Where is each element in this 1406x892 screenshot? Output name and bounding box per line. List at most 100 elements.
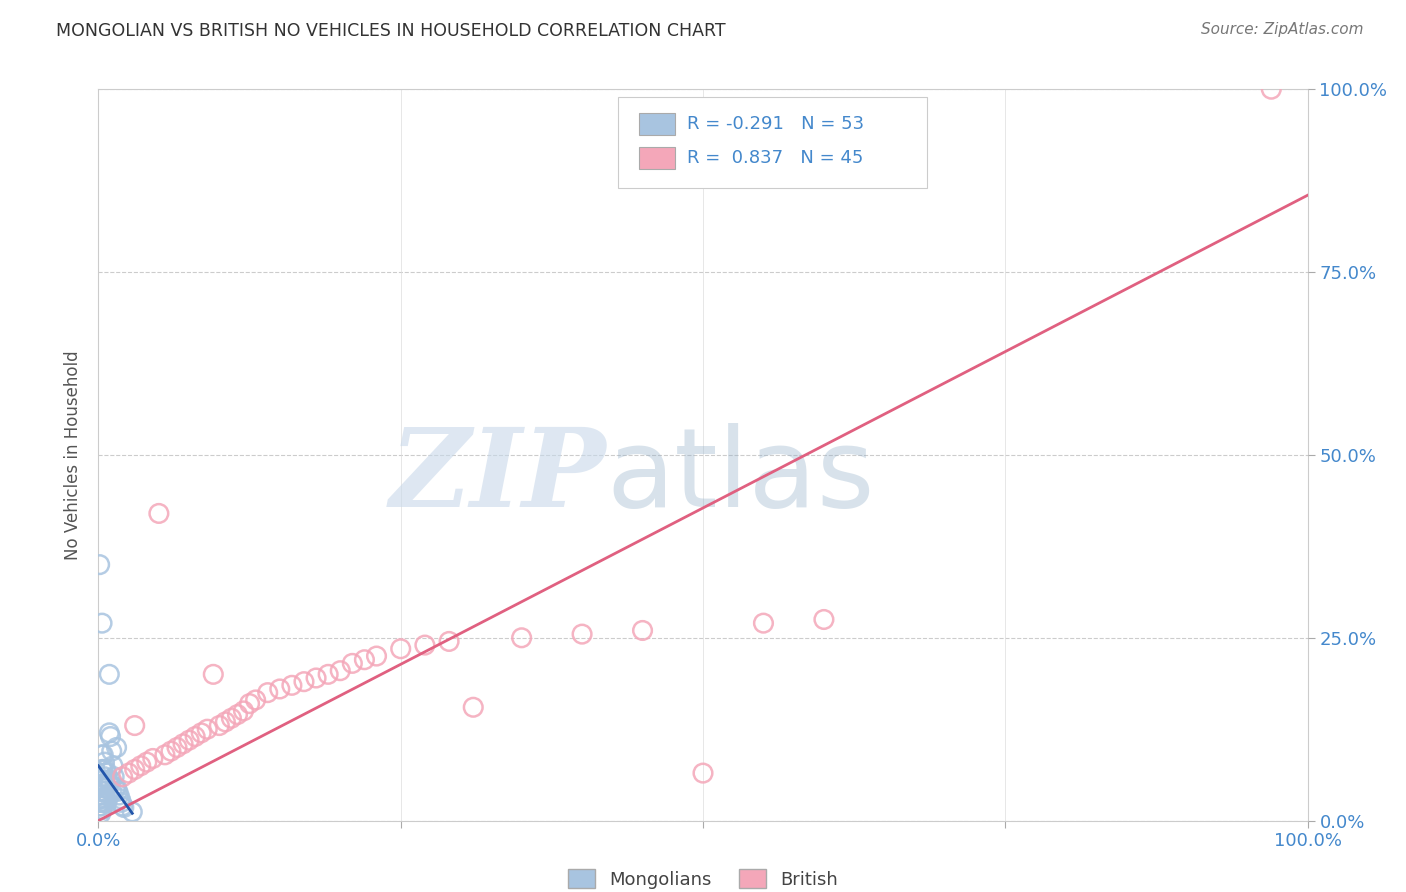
Point xyxy=(329,664,352,678)
Point xyxy=(160,744,183,758)
Point xyxy=(96,766,118,780)
Point xyxy=(91,796,114,810)
Point xyxy=(101,758,124,772)
Point xyxy=(91,777,114,791)
Point xyxy=(91,763,114,777)
Point xyxy=(437,634,460,648)
Point xyxy=(89,558,111,572)
Point xyxy=(256,686,278,700)
Point xyxy=(245,693,267,707)
Text: R = -0.291   N = 53: R = -0.291 N = 53 xyxy=(688,114,865,133)
Y-axis label: No Vehicles in Household: No Vehicles in Household xyxy=(65,350,83,560)
Point xyxy=(269,681,291,696)
Point xyxy=(89,788,111,802)
Point xyxy=(179,733,201,747)
Point xyxy=(142,751,165,765)
Point xyxy=(221,711,243,725)
Text: Source: ZipAtlas.com: Source: ZipAtlas.com xyxy=(1201,22,1364,37)
Point xyxy=(90,799,112,814)
Legend: Mongolians, British: Mongolians, British xyxy=(561,862,845,892)
Point xyxy=(124,763,146,777)
Point xyxy=(190,726,212,740)
Point xyxy=(89,796,111,810)
Point xyxy=(93,784,115,798)
Point xyxy=(366,649,388,664)
Point xyxy=(100,730,122,744)
Point xyxy=(124,718,146,732)
Point xyxy=(226,707,249,722)
Point xyxy=(148,507,170,521)
Point xyxy=(108,791,131,805)
Point xyxy=(208,718,231,732)
Point xyxy=(108,788,131,802)
Point xyxy=(463,700,485,714)
Point xyxy=(111,770,134,784)
Point xyxy=(105,740,128,755)
Point xyxy=(91,796,114,810)
Point xyxy=(105,780,128,795)
Point xyxy=(98,667,121,681)
Point xyxy=(281,678,304,692)
Point xyxy=(571,627,593,641)
Point xyxy=(353,653,375,667)
Point xyxy=(91,747,114,762)
Point xyxy=(100,773,122,788)
Text: ZIP: ZIP xyxy=(389,423,606,531)
Point xyxy=(98,777,121,791)
Point xyxy=(510,631,533,645)
Point xyxy=(91,773,114,788)
FancyBboxPatch shape xyxy=(638,147,675,169)
Point xyxy=(172,737,194,751)
Point xyxy=(121,805,143,819)
Point xyxy=(166,740,188,755)
Point xyxy=(98,726,121,740)
Point xyxy=(97,773,120,788)
Point xyxy=(752,616,775,631)
Point xyxy=(342,657,364,671)
Point xyxy=(91,784,114,798)
Point xyxy=(202,667,225,681)
Point xyxy=(91,763,114,777)
Point xyxy=(93,770,115,784)
Point xyxy=(94,777,117,791)
Point xyxy=(94,791,117,805)
FancyBboxPatch shape xyxy=(638,112,675,135)
Point xyxy=(90,803,112,817)
Point xyxy=(1260,82,1282,96)
Point xyxy=(112,800,135,814)
Point xyxy=(413,638,436,652)
Point xyxy=(292,674,315,689)
Point xyxy=(103,770,125,784)
Point xyxy=(631,624,654,638)
Point xyxy=(91,788,114,802)
Point xyxy=(813,613,835,627)
Point xyxy=(97,788,120,802)
Point xyxy=(90,806,112,821)
Point xyxy=(90,796,112,810)
FancyBboxPatch shape xyxy=(619,96,927,188)
Point xyxy=(111,799,134,814)
Point xyxy=(100,784,122,798)
Point xyxy=(91,747,114,762)
Text: MONGOLIAN VS BRITISH NO VEHICLES IN HOUSEHOLD CORRELATION CHART: MONGOLIAN VS BRITISH NO VEHICLES IN HOUS… xyxy=(56,22,725,40)
Point xyxy=(239,697,262,711)
Point xyxy=(153,747,176,762)
Point xyxy=(89,791,111,805)
Point xyxy=(91,616,114,631)
Point xyxy=(184,730,207,744)
Point xyxy=(692,766,714,780)
Point xyxy=(129,758,152,772)
Point xyxy=(100,744,122,758)
Point xyxy=(389,641,412,656)
Point xyxy=(89,799,111,814)
Point xyxy=(96,796,118,810)
Text: atlas: atlas xyxy=(606,424,875,531)
Point xyxy=(110,796,132,810)
Point xyxy=(107,784,129,798)
Point xyxy=(118,766,141,780)
Point xyxy=(316,667,339,681)
Point xyxy=(96,780,118,795)
Point xyxy=(232,704,254,718)
Point xyxy=(305,671,328,685)
Point xyxy=(104,780,127,795)
